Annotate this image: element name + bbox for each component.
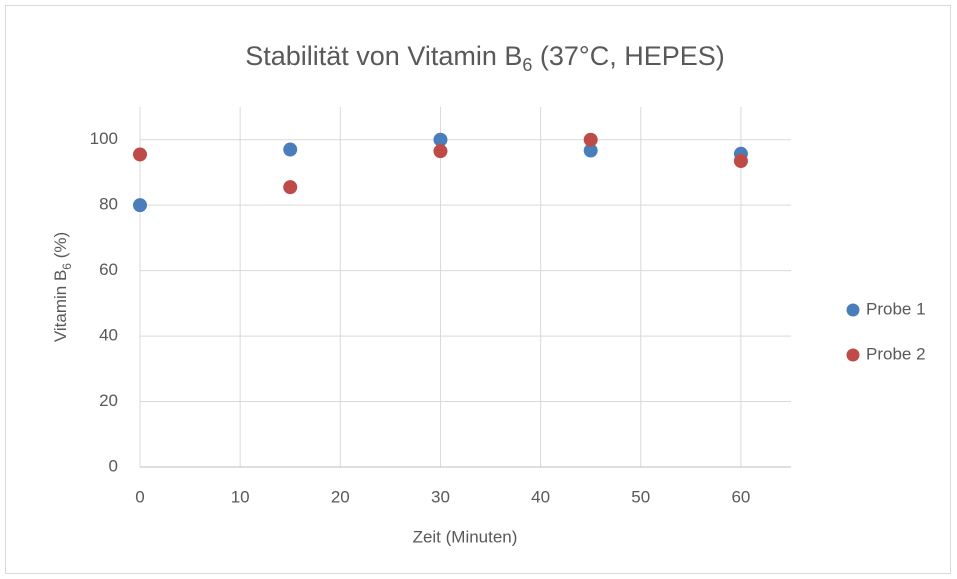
title-part: Stabilität von Vitamin B [245,41,522,71]
title-part: (37°C, HEPES) [532,41,724,71]
data-point [583,132,598,147]
y-tick-label: 20 [99,391,118,410]
x-tick-label: 60 [731,487,750,506]
chart-title: Stabilität von Vitamin B6 (37°C, HEPES) [245,41,725,75]
y-label-part: (%) [51,232,70,263]
data-point [133,198,147,213]
data-point [433,132,448,147]
y-tick-label: 40 [99,326,118,345]
x-tick-label: 30 [431,487,450,506]
legend-marker [846,348,860,362]
title-subscript: 6 [522,55,532,75]
x-axis-label: Zeit (Minuten) [413,527,518,546]
x-tick-label: 40 [531,487,550,506]
x-tick-label: 20 [331,487,350,506]
y-label-subscript: 6 [60,263,74,270]
x-tick-label: 0 [135,487,144,506]
chart-border [5,5,951,574]
data-point [283,142,298,157]
x-tick-label: 10 [231,487,250,506]
y-tick-label: 60 [99,260,118,279]
legend-label: Probe 1 [866,299,926,318]
data-point [433,144,448,159]
data-point [283,180,298,195]
y-tick-label: 80 [99,195,118,214]
legend-label: Probe 2 [866,344,926,363]
data-point [133,147,147,162]
data-point [583,143,598,158]
y-tick-label: 0 [109,456,118,475]
legend-marker [846,303,860,317]
x-tick-label: 50 [631,487,650,506]
data-point [733,154,748,168]
y-label-part: Vitamin B [51,270,70,342]
y-tick-label: 100 [90,129,118,148]
y-axis-label: Vitamin B6 (%) [51,232,74,342]
